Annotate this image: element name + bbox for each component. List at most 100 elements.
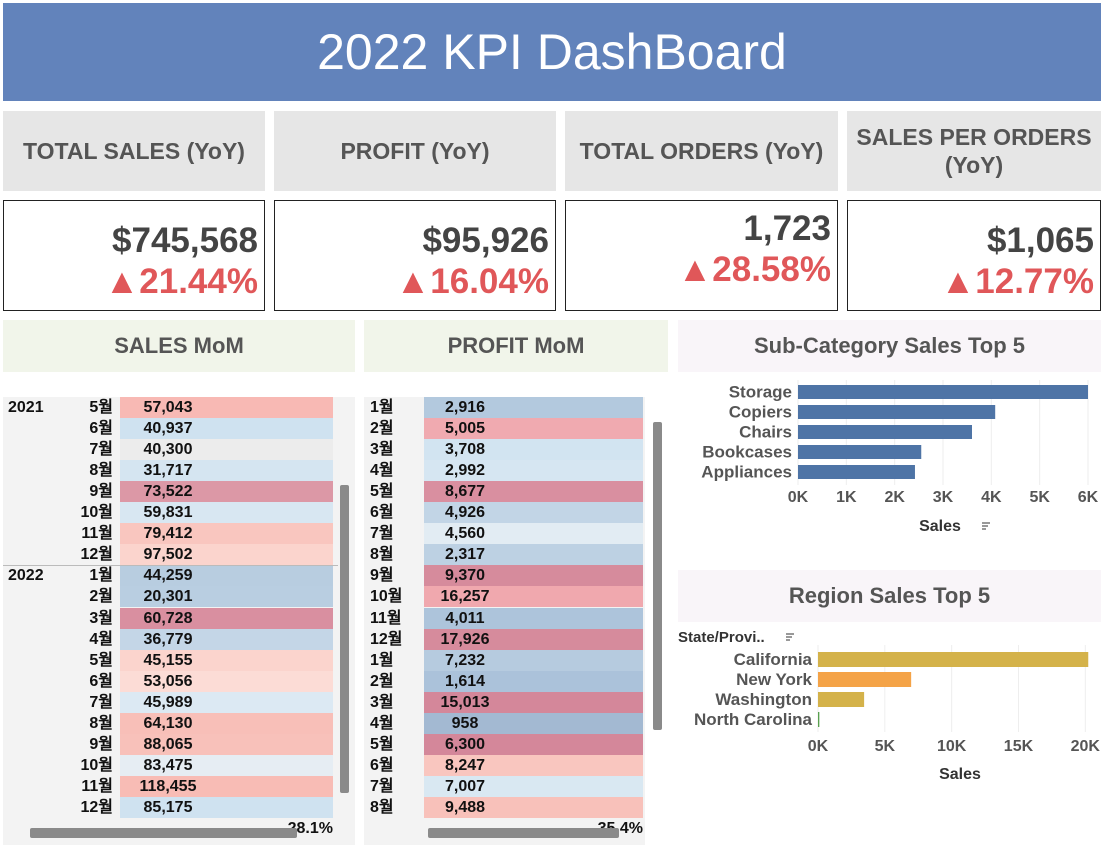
cell-value: 45,155 [143, 651, 193, 669]
year-label: 2021 [8, 399, 44, 416]
panel-title: SALES MoM [114, 333, 244, 358]
cell-value: 4,926 [444, 504, 486, 522]
table-row: 6월 53,05617.5% [3, 670, 338, 711]
month-label: 12월 [370, 630, 403, 648]
month-label: 5월 [370, 483, 394, 501]
month-label: 6월 [89, 420, 113, 438]
cell-value: 40,300 [143, 441, 193, 459]
month-label: 3월 [370, 441, 394, 459]
table-cell: 53,05617.5% [120, 670, 333, 711]
panel-title: Sub-Category Sales Top 5 [754, 333, 1025, 358]
category-label: Storage [729, 382, 792, 401]
month-label: 5월 [370, 735, 394, 753]
panel-header: Sub-Category Sales Top 5 [678, 320, 1101, 372]
scrollbar[interactable] [428, 828, 619, 838]
month-label: 6월 [370, 504, 394, 522]
cell-value: 8,677 [444, 483, 486, 501]
month-label: 5월 [89, 651, 113, 669]
cell-value: 36,779 [143, 630, 193, 648]
cell-value: 59,831 [143, 504, 193, 522]
month-label: 4월 [370, 714, 394, 732]
year-label: 2022 [8, 567, 44, 585]
cell-value: 9,370 [444, 567, 486, 585]
x-tick-label: 10K [937, 738, 967, 755]
x-tick-label: 1K [836, 489, 857, 506]
x-tick-label: 6K [1078, 489, 1099, 506]
month-label: 9월 [89, 483, 113, 501]
kpi-card: 1,723 ▲28.58% [565, 200, 838, 311]
cell-value: 2,916 [444, 399, 486, 416]
cell-value: 88,065 [143, 735, 193, 753]
month-label: 2월 [89, 588, 113, 606]
bar [798, 465, 915, 479]
x-tick-label: 5K [875, 738, 896, 755]
month-label: 8월 [370, 546, 394, 564]
x-tick-label: 3K [933, 489, 954, 506]
category-label: California [734, 650, 813, 669]
category-label: Chairs [739, 422, 792, 441]
month-label: 7월 [370, 777, 394, 795]
cell-value: 118,455 [139, 777, 197, 795]
cell-value: 44,259 [143, 567, 193, 585]
panel-title: PROFIT MoM [447, 333, 585, 358]
x-tick-label: 4K [981, 489, 1002, 506]
scrollbar[interactable] [340, 485, 349, 793]
month-label: 7월 [89, 441, 113, 459]
kpi-value: $745,568 [112, 221, 258, 260]
scrollbar[interactable] [653, 422, 662, 730]
x-tick-label: 5K [1029, 489, 1050, 506]
month-label: 12월 [80, 798, 113, 816]
month-label: 10월 [80, 504, 113, 522]
cell-value: 15,013 [440, 693, 490, 711]
category-label: New York [736, 670, 812, 689]
bar [798, 445, 922, 459]
month-label: 8월 [370, 798, 394, 816]
title-bar: 2022 KPI DashBoard [3, 3, 1101, 101]
month-label: 2월 [370, 420, 394, 438]
kpi-value: $95,926 [422, 221, 549, 260]
kpi-label: PROFIT (YoY) [274, 111, 556, 191]
x-tick-label: 0K [788, 489, 809, 506]
month-label: 1월 [370, 651, 394, 669]
panel-title: Region Sales Top 5 [788, 583, 991, 608]
month-label: 1월 [370, 399, 394, 416]
x-tick-label: 0K [808, 738, 829, 755]
cell-value: 83,475 [143, 756, 193, 774]
cell-value: 60,728 [143, 609, 193, 627]
month-label: 12월 [80, 546, 113, 564]
month-label: 6월 [370, 756, 394, 774]
cell-value: 85,175 [143, 798, 193, 816]
bar [798, 385, 1088, 399]
bar [818, 712, 820, 727]
kpi-card: $95,926 ▲16.04% [274, 200, 556, 311]
table-cell: 45,989-13.3% [120, 691, 333, 732]
category-label: North Carolina [694, 710, 813, 729]
cell-value: 958 [451, 714, 479, 732]
cell-value: 20,301 [143, 588, 193, 606]
month-label: 5월 [89, 399, 113, 416]
cell-value: 73,522 [143, 483, 193, 501]
y-axis-title: State/Provi.. [678, 629, 765, 646]
month-label: 11월 [81, 777, 113, 795]
year-divider [3, 565, 338, 567]
category-label: Washington [715, 690, 812, 709]
cell-value: 1,614 [444, 672, 486, 690]
month-label: 7월 [370, 525, 394, 543]
cell-value: 4,011 [445, 609, 485, 627]
month-label: 4월 [89, 630, 113, 648]
cell-value: 6,300 [444, 735, 486, 753]
kpi-value: $1,065 [986, 221, 1094, 260]
cell-value: 45,989 [143, 693, 193, 711]
month-label: 2월 [370, 672, 394, 690]
kpi-change: ▲16.04% [395, 262, 549, 301]
category-label: Copiers [729, 402, 792, 421]
scrollbar[interactable] [30, 828, 297, 838]
kpi-card: $745,568 ▲21.44% [3, 200, 265, 311]
x-axis-title: Sales [919, 518, 961, 535]
month-label: 6월 [89, 672, 113, 690]
x-axis-title: Sales [939, 766, 981, 783]
